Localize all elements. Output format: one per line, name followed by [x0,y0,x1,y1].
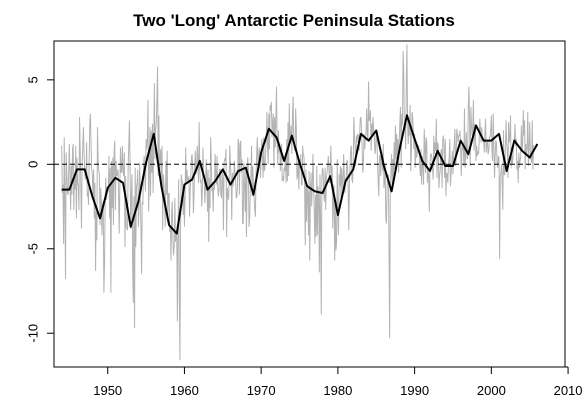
annual-series [61,114,539,235]
y-tick-label: 5 [25,76,40,83]
x-tick-label: 1980 [323,383,352,398]
x-tick-label: 1990 [400,383,429,398]
monthly-series-line [61,44,535,361]
y-tick-label: -10 [25,324,40,343]
annual-series-line [61,114,539,235]
x-axis: 1950 1960 1970 1980 1990 2000 2010 [93,366,583,398]
x-tick-label: 2000 [477,383,506,398]
y-tick-label: -5 [25,243,40,255]
x-tick-label: 1970 [247,383,276,398]
x-tick-label: 1950 [93,383,122,398]
x-tick-label: 2010 [554,383,583,398]
x-tick-label: 1960 [170,383,199,398]
y-tick-label: 0 [25,161,40,168]
monthly-series [61,44,535,361]
y-axis: -10 -5 0 5 [25,76,55,343]
chart-title: Two 'Long' Antarctic Peninsula Stations [133,11,455,30]
